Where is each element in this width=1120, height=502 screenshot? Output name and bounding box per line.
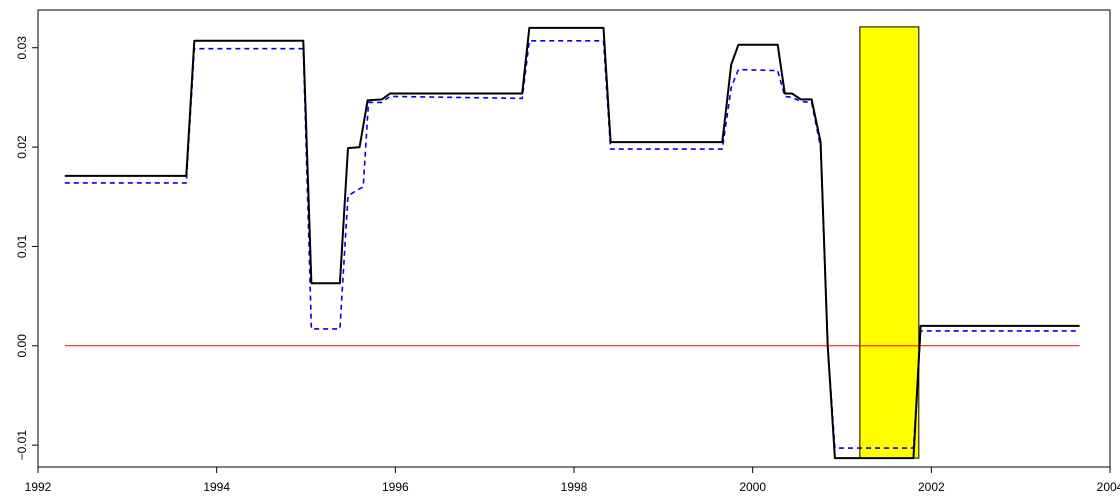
y-tick-label: 0.01 — [15, 234, 29, 258]
y-tick-label: 0.02 — [15, 135, 29, 159]
highlight-region — [859, 26, 920, 459]
series-line-solid — [64, 26, 1080, 460]
x-tick-label: 2002 — [918, 480, 945, 494]
shaded-region-layer — [859, 26, 920, 459]
series-line-dashed — [64, 39, 1080, 449]
series-layer — [64, 26, 1080, 460]
y-tick-label: 0.03 — [15, 36, 29, 60]
x-tick-label: 1994 — [203, 480, 230, 494]
x-tick-label: 1996 — [382, 480, 409, 494]
plot-frame — [37, 9, 1111, 468]
y-tick-label: −0.01 — [15, 430, 29, 461]
x-tick-label: 2000 — [739, 480, 766, 494]
axes: 1992 1994 1996 1998 2000 2002 2004 −0.01 0.00 0.0… — [15, 36, 1120, 494]
y-tick-label: 0.00 — [15, 334, 29, 358]
x-tick-label: 1998 — [561, 480, 588, 494]
x-tick-label: 2004 — [1097, 480, 1120, 494]
x-tick-label: 1992 — [25, 480, 52, 494]
